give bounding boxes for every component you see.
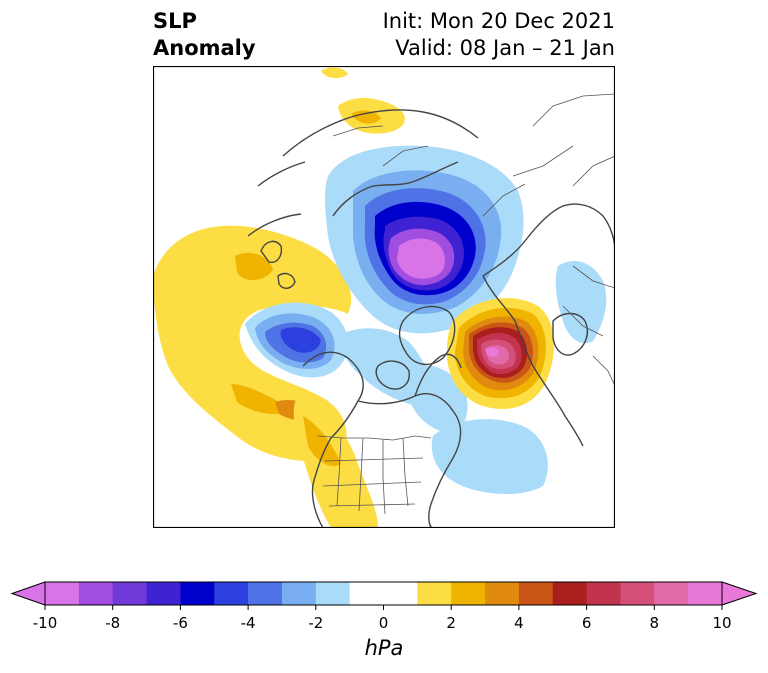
slp-anomaly-map (153, 66, 615, 528)
colorbar-extend-high (721, 581, 758, 606)
colorbar-swatch (112, 582, 148, 605)
colorbar-swatch (45, 582, 80, 605)
colorbar-swatch (146, 582, 181, 605)
colorbar-swatch (620, 582, 655, 605)
colorbar-tick-label: 6 (581, 614, 592, 632)
colorbar-tick-label: 4 (514, 614, 524, 632)
colorbar (0, 578, 768, 628)
colorbar-swatch (349, 582, 384, 605)
valid-date-label: Valid: 08 Jan – 21 Jan (395, 36, 615, 60)
colorbar-swatch (78, 582, 114, 605)
colorbar-tick-label: -10 (32, 614, 58, 632)
colorbar-tick-label: 8 (649, 614, 660, 632)
colorbar-swatch (417, 582, 452, 605)
anomaly-north-pacific-negative (245, 302, 348, 378)
colorbar-swatch (688, 582, 723, 605)
colorbar-swatch (281, 582, 317, 605)
colorbar-units-label: hPa (364, 636, 404, 660)
anomaly-arctic-negative (324, 145, 524, 334)
colorbar-extend-low (10, 581, 46, 606)
colorbar-swatch (451, 582, 486, 605)
colorbar-tick-label: 10 (712, 614, 732, 632)
colorbar-swatch (248, 582, 283, 605)
colorbar-swatch (586, 582, 621, 605)
init-date-label: Init: Mon 20 Dec 2021 (382, 9, 615, 33)
colorbar-swatch (654, 582, 689, 605)
title-line-1: SLP (153, 9, 197, 33)
colorbar-swatch (485, 582, 520, 605)
colorbar-tick-label: 0 (378, 614, 389, 632)
anomaly-western-us-positive (293, 396, 378, 528)
colorbar-swatch (180, 582, 215, 605)
colorbar-swatch (383, 582, 418, 605)
colorbar-swatch (552, 582, 588, 605)
colorbar-swatch (315, 582, 351, 605)
colorbar-tick-label: -2 (308, 614, 324, 632)
anomaly-eurasia-positive-patches (293, 67, 405, 275)
colorbar-tick-label: -6 (172, 614, 188, 632)
colorbar-swatch (518, 582, 554, 605)
country-borders (317, 93, 615, 515)
title-variable: SLP Anomaly (153, 8, 256, 62)
colorbar-tick-label: -8 (105, 614, 121, 632)
colorbar-tick-label: 2 (446, 614, 456, 632)
title-dates: Init: Mon 20 Dec 2021 Valid: 08 Jan – 21… (383, 8, 615, 62)
title-line-2: Anomaly (153, 36, 256, 60)
anomaly-north-atlantic-positive (447, 298, 555, 410)
colorbar-tick-label: -4 (240, 614, 256, 632)
coastlines (247, 109, 615, 528)
colorbar-swatch (214, 582, 249, 605)
